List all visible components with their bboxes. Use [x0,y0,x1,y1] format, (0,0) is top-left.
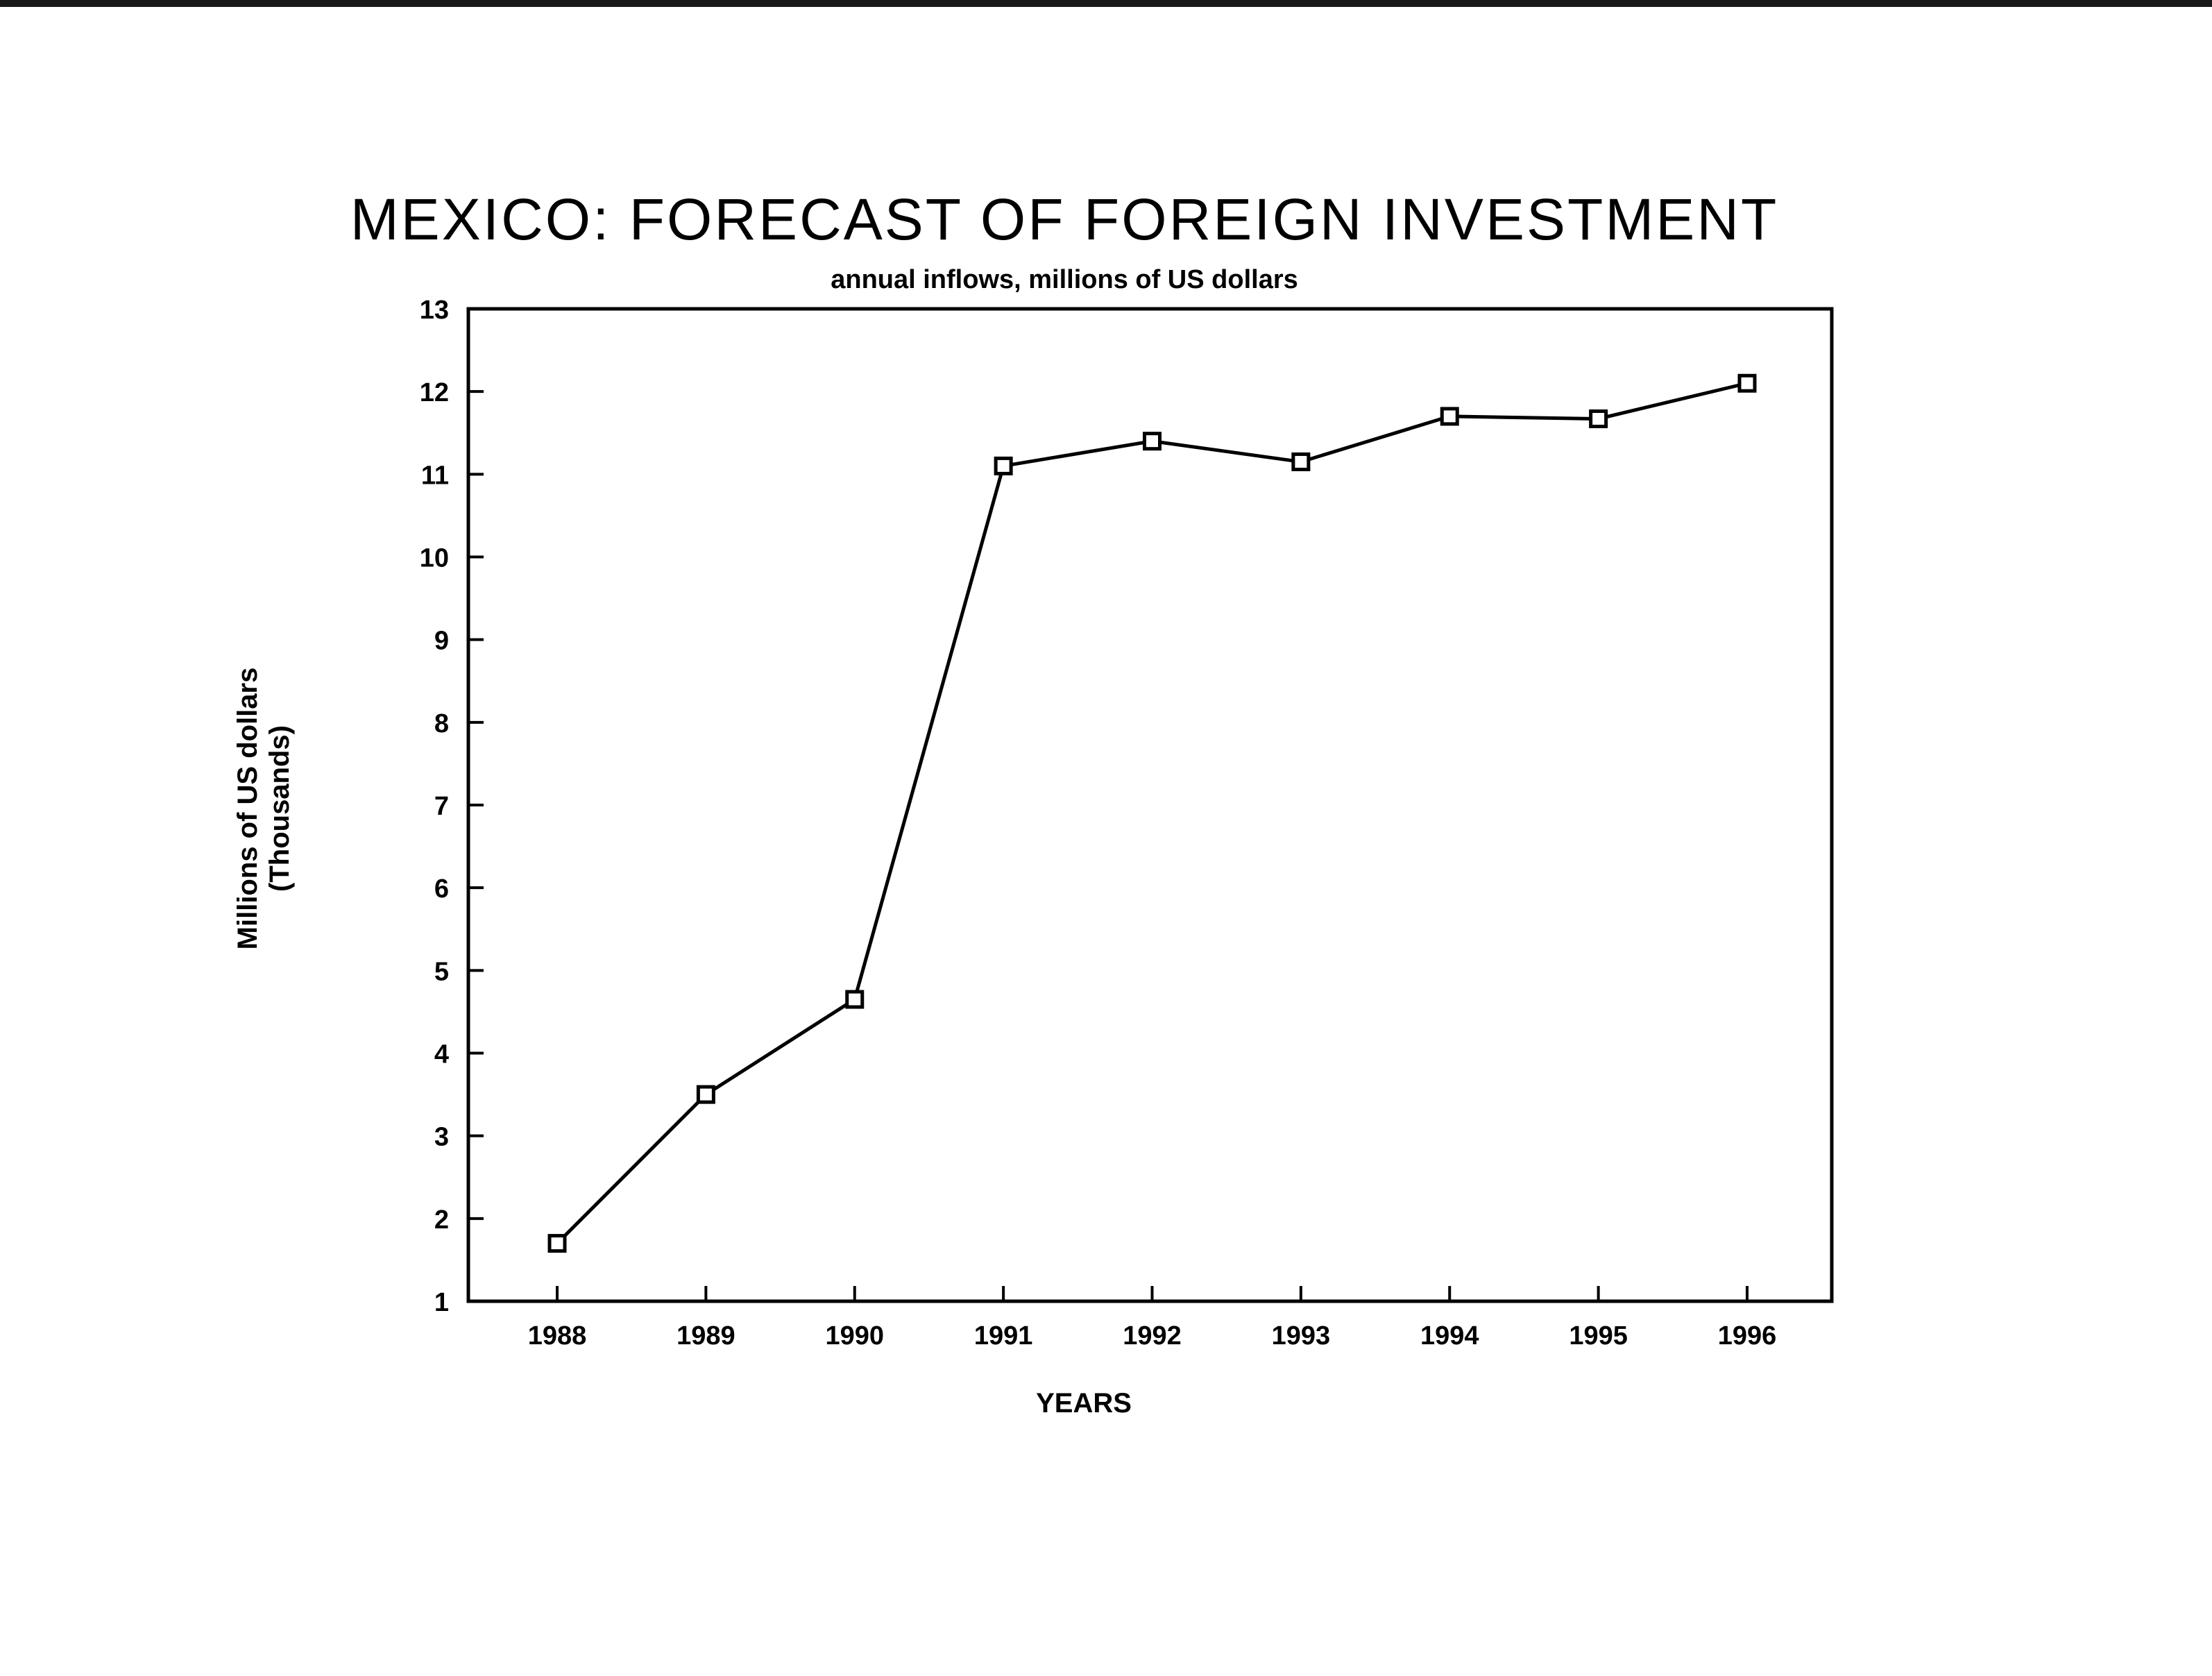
series [547,373,1757,1253]
x-tick-label: 1996 [1718,1321,1777,1351]
y-tick-label: 3 [434,1123,449,1152]
y-axis-title-group: Millions of US dollars (Thousands) [232,668,295,950]
x-tick-label: 1991 [974,1321,1033,1351]
x-tick-label: 1990 [825,1321,884,1351]
y-tick-label: 2 [434,1205,449,1235]
x-tick-label: 1993 [1272,1321,1331,1351]
y-tick-label: 13 [420,296,449,325]
data-point-marker [1440,407,1459,426]
chart-title: MEXICO: FORECAST OF FOREIGN INVESTMENT [350,187,1779,252]
y-tick-label: 8 [434,709,449,738]
y-tick-label: 1 [434,1288,449,1317]
x-tick-label: 1995 [1569,1321,1628,1351]
data-point-marker [547,1234,567,1253]
x-tick-label: 1992 [1123,1321,1182,1351]
y-axis-unit: (Thousands) [264,725,295,892]
y-tick-label: 5 [434,957,449,986]
data-point-marker [1737,373,1757,393]
x-tick-label: 1988 [528,1321,587,1351]
series-line [556,381,1748,1245]
y-tick-label: 11 [421,461,449,490]
x-axis: 1988 1989 1990 1991 1992 1993 1994 1995 1996 [528,1286,1777,1351]
y-tick-label: 7 [434,792,449,821]
data-point-marker [1589,409,1608,428]
y-tick-label: 10 [420,544,449,573]
x-axis-title: YEARS [1036,1388,1132,1419]
y-tick-label: 4 [434,1040,449,1069]
data-point-marker [1143,432,1162,451]
x-tick-label: 1994 [1420,1321,1479,1351]
data-point-marker [696,1085,715,1104]
data-point-marker [994,456,1013,475]
scan-edge [0,0,2212,7]
y-tick-label: 6 [434,874,449,904]
y-axis-title: Millions of US dollars [232,668,263,950]
data-point-marker [1291,452,1311,471]
x-tick-label: 1989 [677,1321,735,1351]
y-tick-label: 9 [434,627,449,656]
chart-subtitle: annual inflows, millions of US dollars [831,265,1298,294]
y-tick-label: 12 [420,378,449,407]
data-point-marker [845,990,865,1009]
plot-frame [466,307,1834,1303]
